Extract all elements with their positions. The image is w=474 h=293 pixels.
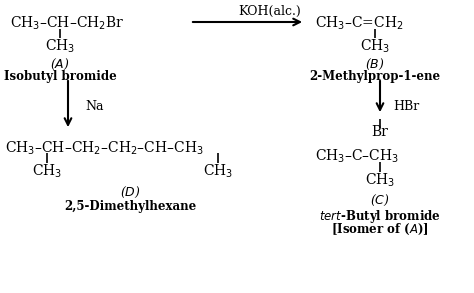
Text: CH$_3$: CH$_3$	[45, 38, 75, 55]
Text: CH$_3$: CH$_3$	[203, 163, 233, 180]
Text: 2,5-Dimethylhexane: 2,5-Dimethylhexane	[64, 200, 196, 213]
Text: [Isomer of ($A$)]: [Isomer of ($A$)]	[331, 222, 429, 237]
Text: ($B$): ($B$)	[365, 57, 385, 72]
Text: $\mathit{tert}$-Butyl bromide: $\mathit{tert}$-Butyl bromide	[319, 208, 441, 225]
Text: CH$_3$: CH$_3$	[365, 172, 395, 189]
Text: Isobutyl bromide: Isobutyl bromide	[4, 70, 117, 83]
Text: KOH(alc.): KOH(alc.)	[238, 5, 301, 18]
Text: CH$_3$–CH–CH$_2$Br: CH$_3$–CH–CH$_2$Br	[10, 15, 124, 33]
Text: ($D$): ($D$)	[119, 185, 140, 200]
Text: HBr: HBr	[393, 100, 419, 113]
Text: CH$_3$–CH–CH$_2$–CH$_2$–CH–CH$_3$: CH$_3$–CH–CH$_2$–CH$_2$–CH–CH$_3$	[5, 140, 204, 157]
Text: CH$_3$: CH$_3$	[360, 38, 390, 55]
Text: Na: Na	[85, 100, 103, 113]
Text: CH$_3$: CH$_3$	[32, 163, 62, 180]
Text: Br: Br	[372, 125, 388, 139]
Text: 2-Methylprop-1-ene: 2-Methylprop-1-ene	[310, 70, 440, 83]
Text: ($C$): ($C$)	[370, 193, 390, 208]
Text: CH$_3$–C–CH$_3$: CH$_3$–C–CH$_3$	[315, 148, 399, 166]
Text: CH$_3$–C=CH$_2$: CH$_3$–C=CH$_2$	[315, 15, 404, 33]
Text: ($A$): ($A$)	[50, 57, 70, 72]
